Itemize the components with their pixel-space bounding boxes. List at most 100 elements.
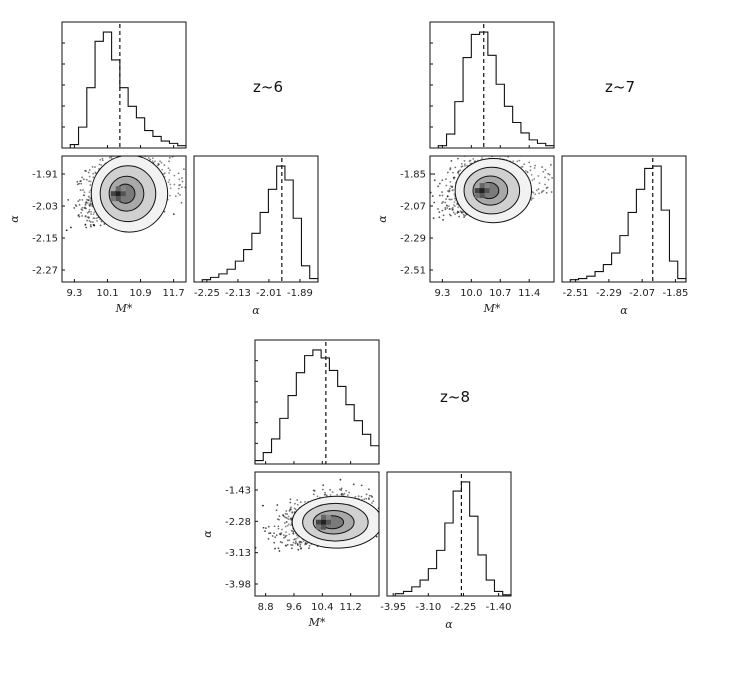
alpha-ytick-label: -2.28 <box>225 517 251 528</box>
sample-point <box>464 151 466 153</box>
mstar-tick-label: 11.4 <box>518 288 540 299</box>
sample-point <box>457 170 460 173</box>
sample-point <box>169 183 172 186</box>
sample-point <box>181 186 183 189</box>
sample-point <box>545 191 548 194</box>
sample-point <box>520 166 523 168</box>
sample-point <box>168 172 170 174</box>
sample-point <box>79 180 82 182</box>
sample-point <box>277 525 280 528</box>
sample-point <box>87 195 90 198</box>
sample-point <box>274 547 276 550</box>
sample-point <box>88 196 91 199</box>
sample-point <box>88 210 91 213</box>
sample-point <box>602 145 604 147</box>
sample-point <box>84 224 87 226</box>
sample-point <box>557 176 559 178</box>
sample-point <box>84 204 87 206</box>
sample-point <box>433 173 435 175</box>
sample-point <box>296 503 299 506</box>
sample-point <box>528 161 531 164</box>
alpha-tick-label: -1.85 <box>662 288 688 299</box>
alpha-yaxis-label: α <box>376 215 389 223</box>
sample-point <box>444 208 447 211</box>
sample-point <box>454 166 457 169</box>
mstar-histogram <box>254 349 380 464</box>
sample-point <box>452 211 455 214</box>
sample-point <box>300 540 302 543</box>
sample-point <box>284 512 287 515</box>
sample-point <box>529 169 532 172</box>
alpha-ytick-label: -2.07 <box>400 202 426 213</box>
sample-point <box>87 199 90 202</box>
sample-point <box>98 163 101 166</box>
sample-point <box>277 547 280 550</box>
sample-point <box>90 203 93 205</box>
sample-point <box>279 541 282 543</box>
sample-point <box>85 200 88 203</box>
density-cell <box>120 191 126 197</box>
sample-point <box>191 183 193 185</box>
sample-point <box>93 217 96 220</box>
sample-point <box>448 190 450 193</box>
sample-point <box>445 184 448 187</box>
sample-point <box>189 178 191 180</box>
density-cell <box>115 186 121 192</box>
sample-point <box>88 175 91 178</box>
sample-point <box>151 160 154 163</box>
sample-point <box>181 180 184 183</box>
sample-point <box>159 124 161 126</box>
sample-point <box>290 518 293 521</box>
sample-point <box>537 154 539 156</box>
sample-point <box>391 505 393 507</box>
sample-point <box>81 176 83 179</box>
sample-point <box>441 191 443 193</box>
sample-point <box>89 221 92 223</box>
sample-point <box>82 194 85 196</box>
sample-point <box>325 494 328 497</box>
sample-point <box>289 498 292 501</box>
sample-point <box>114 151 116 153</box>
sample-point <box>449 207 451 210</box>
sample-point <box>449 168 452 171</box>
sample-point <box>466 164 469 167</box>
sample-point <box>532 191 535 194</box>
sample-point <box>285 520 288 523</box>
sample-point <box>284 525 287 528</box>
sample-point <box>177 192 180 195</box>
sample-point <box>282 537 285 539</box>
sample-point <box>501 152 503 154</box>
sample-point <box>76 183 79 186</box>
sample-point <box>271 535 274 537</box>
sample-point <box>179 194 181 196</box>
mstar-tick-label: 8.8 <box>258 602 274 613</box>
sample-point <box>204 183 206 185</box>
sample-point <box>86 216 89 219</box>
sample-point <box>201 198 203 200</box>
sample-point <box>65 229 68 232</box>
sample-point <box>159 160 161 163</box>
sample-point <box>444 206 447 209</box>
alpha-ytick-label: -3.98 <box>225 580 251 591</box>
sample-point <box>438 211 441 214</box>
sample-point <box>442 218 444 221</box>
sample-point <box>340 489 343 491</box>
sample-point <box>329 488 332 491</box>
sample-point <box>274 536 277 539</box>
sample-point <box>368 488 370 491</box>
sample-point <box>88 203 90 206</box>
mstar-axis-label: M* <box>115 302 133 315</box>
sample-point <box>85 170 87 173</box>
sample-point <box>88 180 90 183</box>
sample-point <box>157 164 159 167</box>
sample-point <box>287 515 290 518</box>
sample-point <box>478 150 480 152</box>
sample-point <box>368 497 370 499</box>
sample-point <box>147 157 150 159</box>
alpha-ytick-label: -2.15 <box>32 234 58 245</box>
sample-point <box>313 489 316 492</box>
sample-point <box>85 226 88 229</box>
sample-point <box>557 202 559 204</box>
sample-point <box>523 163 526 166</box>
sample-point <box>526 171 529 174</box>
